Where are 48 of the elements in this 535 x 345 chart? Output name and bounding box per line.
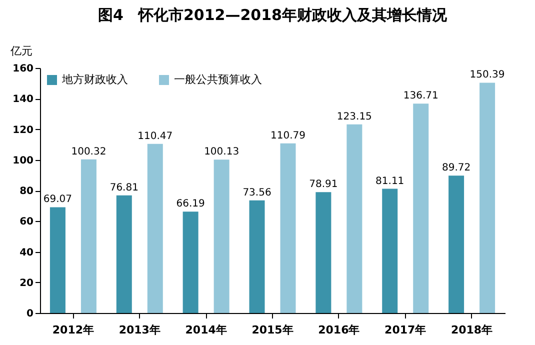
legend-label: 一般公共预算收入	[174, 73, 262, 86]
x-tick-label: 2014年	[185, 324, 227, 336]
bar	[316, 192, 332, 313]
bar	[249, 200, 265, 313]
x-tick-label: 2013年	[118, 324, 160, 336]
bar	[413, 104, 429, 313]
data-label: 69.07	[43, 194, 72, 206]
bar	[116, 195, 132, 313]
y-tick-label: 160	[12, 64, 34, 74]
bar	[80, 159, 96, 313]
x-tick-label: 2016年	[318, 324, 360, 336]
x-tick-label: 2018年	[450, 324, 493, 336]
data-label: 89.72	[442, 162, 471, 174]
legend-label: 地方财政收入	[61, 73, 128, 86]
x-tick-label: 2012年	[52, 324, 94, 336]
y-tick-label: 20	[20, 278, 34, 289]
data-label: 150.39	[470, 70, 505, 81]
bar	[382, 188, 398, 313]
data-label: 100.32	[71, 146, 106, 158]
data-label: 110.79	[270, 130, 306, 142]
data-label: 110.47	[138, 130, 173, 142]
bar	[346, 124, 362, 313]
data-label: 78.91	[309, 179, 338, 190]
x-tick-label: 2017年	[384, 324, 426, 336]
y-tick-label: 140	[12, 94, 34, 106]
data-label: 76.81	[110, 182, 138, 194]
bar	[50, 207, 66, 313]
y-tick-label: 80	[20, 186, 34, 197]
data-label: 136.71	[403, 90, 438, 102]
data-label: 123.15	[336, 111, 372, 122]
data-label: 81.11	[376, 176, 404, 187]
bar	[182, 212, 198, 313]
data-label: 66.19	[176, 198, 205, 210]
bar	[280, 143, 296, 313]
bar	[448, 176, 464, 313]
y-tick-label: 120	[12, 124, 34, 136]
bar	[147, 144, 163, 313]
bar	[214, 160, 230, 313]
bar	[480, 82, 496, 313]
y-tick-label: 100	[12, 155, 34, 166]
data-label: 100.13	[204, 146, 240, 158]
y-tick-label: 40	[20, 247, 34, 258]
y-tick-label: 0	[26, 308, 34, 320]
y-tick-label: 60	[20, 216, 34, 228]
data-label: 73.56	[242, 187, 272, 198]
y-axis-title: 亿元	[10, 44, 32, 58]
x-tick-label: 2015年	[252, 324, 294, 336]
chart-title: 图4 怀化市2012—2018年财政收入及其增长情况	[98, 6, 448, 24]
